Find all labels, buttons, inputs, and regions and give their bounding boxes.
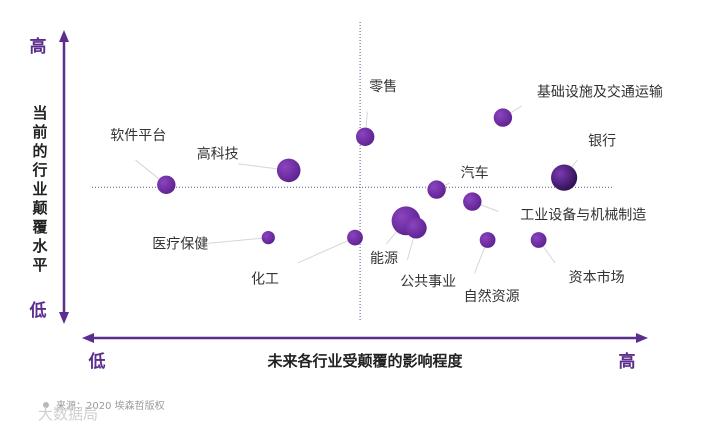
point-13-bubble — [551, 164, 578, 191]
point-3-label: 医疗保健 — [152, 237, 208, 253]
point-2-bubble — [276, 158, 301, 183]
point-7-label: 公共事业 — [400, 274, 456, 290]
x-axis-title: 未来各行业受颠覆的影响程度 — [266, 352, 463, 370]
point-13-label: 银行 — [588, 134, 616, 150]
watermark: 大数据局 — [38, 405, 98, 423]
point-9-label: 工业设备与机械制造 — [520, 207, 646, 224]
point-3-leader-line — [204, 237, 269, 245]
point-8-label: 汽车 — [461, 165, 489, 182]
point-4-bubble — [347, 229, 363, 246]
x-axis-low-label: 低 — [88, 351, 106, 372]
point-10-bubble — [479, 232, 496, 248]
point-8-bubble — [427, 180, 446, 199]
source-text: 来源：2020 埃森哲版权 — [56, 399, 165, 412]
y-axis-low-label: 低 — [29, 300, 47, 321]
point-4-label: 化工 — [251, 272, 279, 288]
x-axis-arrow — [82, 333, 648, 343]
source-note: 来源：2020 埃森哲版权 — [43, 399, 165, 412]
point-12-label: 资本市场 — [569, 269, 625, 286]
point-2-label: 高科技 — [197, 145, 239, 162]
point-5-label: 零售 — [369, 79, 397, 95]
point-9-bubble — [463, 192, 482, 211]
point-1-bubble — [157, 175, 176, 194]
point-1-label: 软件平台 — [110, 128, 166, 144]
point-10-label: 自然资源 — [464, 288, 520, 305]
y-axis-arrow — [59, 30, 69, 324]
point-11-bubble — [493, 108, 513, 127]
source-icon — [43, 402, 49, 408]
point-7-bubble — [405, 217, 427, 239]
point-11-label: 基础设施及交通运输 — [537, 84, 663, 101]
y-axis-title: 当前的行业颠覆水平 — [31, 104, 48, 274]
point-6-label: 能源 — [370, 251, 398, 267]
y-axis-high-label: 高 — [30, 36, 47, 57]
point-5-bubble — [356, 127, 375, 146]
point-3-bubble — [261, 231, 275, 245]
x-axis-high-label: 高 — [619, 351, 636, 372]
point-12-bubble — [530, 232, 547, 248]
point-4-leader-line — [297, 237, 356, 264]
